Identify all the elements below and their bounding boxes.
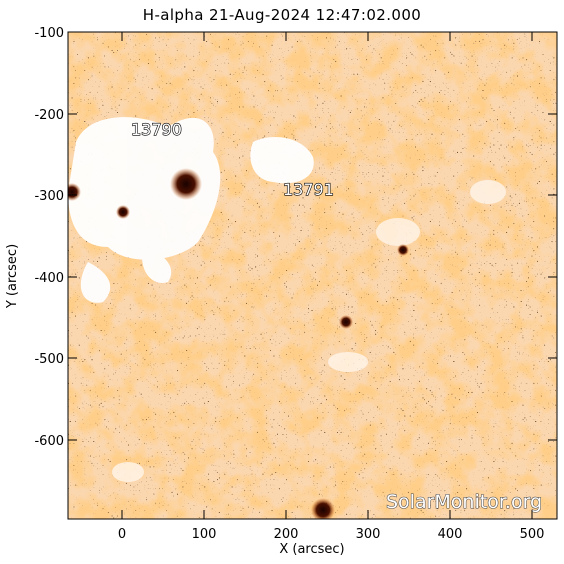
y-tick-label: -200 <box>34 108 64 123</box>
x-tick-label: 200 <box>274 527 299 542</box>
dark-feature <box>339 315 353 329</box>
y-tick-label: -500 <box>34 352 64 367</box>
y-tick-label: -600 <box>34 434 64 449</box>
y-axis-label: Y (arcsec) <box>5 244 20 309</box>
watermark: SolarMonitor.org <box>386 491 542 513</box>
sunspot-main <box>170 168 202 200</box>
x-tick-label: 100 <box>192 527 217 542</box>
dark-feature <box>311 498 335 519</box>
sunspot-small <box>68 183 81 201</box>
dark-feature <box>116 205 130 219</box>
y-tick-label: -400 <box>34 271 64 286</box>
x-axis-label: X (arcsec) <box>279 542 344 557</box>
y-tick-label: -100 <box>34 26 64 41</box>
region-label-13791: 13791 <box>283 180 334 199</box>
dark-feature <box>397 244 409 256</box>
halpha-image: 13790 13791 SolarMonitor.org <box>68 32 557 519</box>
x-tick-label: 0 <box>118 527 126 542</box>
solar-texture: 13790 13791 SolarMonitor.org <box>68 32 557 519</box>
region-label-13790: 13790 <box>131 120 182 139</box>
bright-patches <box>112 180 506 482</box>
x-tick-label: 300 <box>356 527 381 542</box>
x-tick-label: 400 <box>438 527 463 542</box>
plage-13791 <box>250 137 314 184</box>
x-tick-label: 500 <box>520 527 545 542</box>
plage-13790 <box>68 117 221 303</box>
image-title: H-alpha 21-Aug-2024 12:47:02.000 <box>142 6 422 24</box>
y-tick-label: -300 <box>34 189 64 204</box>
